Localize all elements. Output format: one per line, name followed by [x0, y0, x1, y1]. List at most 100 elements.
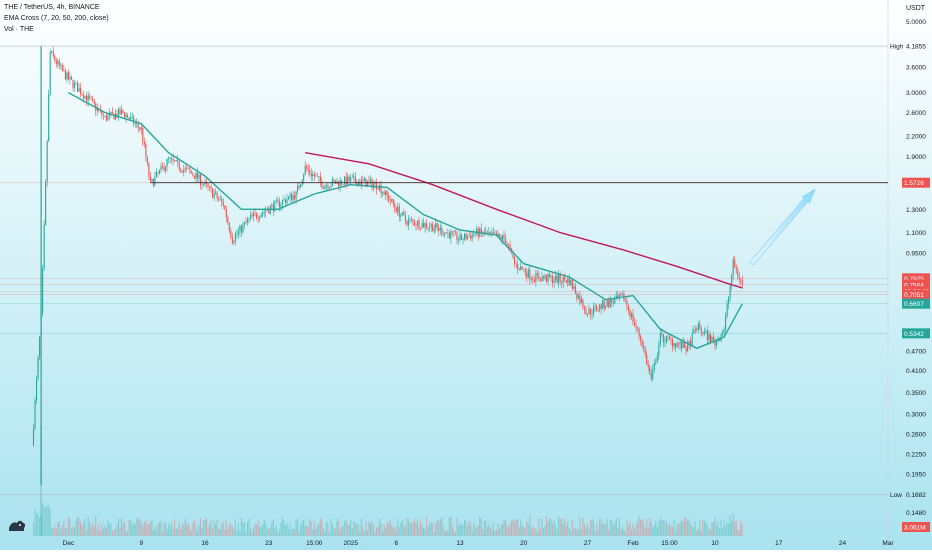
volume-bar	[131, 524, 133, 536]
volume-bar	[732, 513, 734, 536]
candle-body	[344, 176, 346, 185]
volume-bar	[506, 524, 508, 536]
candle-body	[678, 343, 680, 345]
candle-body	[725, 316, 727, 330]
candle-body	[404, 215, 406, 221]
symbol-title[interactable]: THE / TetherUS, 4h, BINANCE	[4, 4, 100, 11]
volume-bar	[652, 527, 654, 536]
candle-body	[321, 181, 323, 188]
volume-bar	[294, 529, 296, 536]
volume-bar	[706, 524, 708, 536]
volume-bar	[453, 530, 455, 536]
candle-body	[548, 273, 551, 278]
volume-bar	[468, 521, 470, 536]
volume-bar	[564, 517, 566, 536]
candle-body	[143, 141, 145, 145]
candle-body	[673, 343, 675, 347]
volume-bar	[55, 528, 57, 536]
volume-indicator-label[interactable]: Vol · THE	[4, 26, 34, 33]
candle-body	[706, 330, 708, 340]
volume-bar	[589, 520, 592, 536]
ema-indicator-label[interactable]: EMA Cross (7, 20, 50, 200, close)	[4, 15, 109, 22]
candle-body	[568, 278, 570, 285]
volume-bar	[359, 531, 361, 536]
candle-body	[122, 110, 124, 113]
candle-body	[674, 343, 677, 348]
candle-body	[624, 300, 626, 302]
volume-bar	[401, 519, 403, 536]
candle-body	[245, 222, 247, 224]
candle-body	[406, 220, 408, 225]
low-value: 0.1682	[906, 492, 926, 499]
volume-bar	[284, 525, 287, 536]
volume-bar	[338, 521, 340, 536]
candle-body	[54, 55, 56, 61]
volume-layer	[32, 426, 743, 536]
volume-bar	[169, 525, 171, 536]
y-tick-label: 2.6000	[906, 110, 926, 117]
volume-bar	[694, 521, 696, 536]
volume-bar	[312, 529, 314, 536]
volume-bar	[436, 519, 438, 536]
candle-body	[618, 294, 620, 298]
candle-body	[125, 114, 127, 118]
candle-body	[134, 123, 136, 125]
volume-bar	[416, 519, 419, 536]
volume-bar	[441, 516, 443, 536]
candle-body	[562, 276, 564, 283]
volume-bar	[668, 522, 670, 536]
volume-bar	[222, 522, 224, 536]
candle-body	[583, 307, 586, 311]
volume-bar	[233, 529, 235, 536]
candle-body	[445, 232, 447, 234]
candle-body	[259, 217, 261, 219]
candle-body	[102, 115, 104, 116]
volume-bar	[277, 532, 279, 536]
x-tick-label: Feb	[627, 540, 639, 547]
candle-body	[254, 213, 256, 214]
volume-bar	[265, 523, 267, 536]
candle-body	[338, 181, 340, 187]
candle-body	[605, 306, 607, 309]
candle-body	[93, 100, 95, 104]
volume-bar	[489, 527, 491, 536]
candle-body	[307, 168, 309, 171]
volume-bar	[166, 528, 168, 536]
volume-bar	[297, 519, 299, 536]
volume-bar	[64, 528, 66, 536]
candle-body	[218, 198, 220, 200]
x-tick-label: 24	[839, 540, 847, 547]
candle-body	[163, 166, 165, 171]
candle-body	[187, 168, 189, 169]
volume-bar	[271, 521, 273, 536]
candle-body	[236, 233, 238, 235]
volume-bar	[324, 531, 326, 536]
volume-bar	[649, 518, 651, 536]
volume-bar	[650, 522, 652, 536]
candle-body	[76, 82, 79, 92]
price-axis-currency[interactable]: USDT	[906, 5, 926, 12]
candle-body	[504, 238, 507, 243]
volume-bar	[333, 528, 335, 536]
volume-bar	[429, 522, 431, 536]
candle-body	[603, 300, 605, 309]
candle-body	[676, 343, 678, 348]
candle-body	[64, 70, 66, 80]
candle-body	[262, 212, 264, 215]
candle-body	[227, 217, 229, 223]
volume-bar	[432, 523, 434, 536]
volume-bar	[122, 523, 124, 536]
candle-body	[325, 185, 327, 186]
volume-bar	[624, 532, 626, 536]
candle-body	[382, 192, 384, 194]
volume-bar	[172, 529, 174, 536]
candle-body	[213, 193, 215, 198]
candle-body	[667, 336, 669, 338]
volume-bar	[45, 506, 47, 536]
candle-body	[192, 173, 194, 176]
candle-body	[117, 109, 120, 118]
volume-bar	[353, 521, 355, 536]
candle-body	[184, 167, 186, 170]
